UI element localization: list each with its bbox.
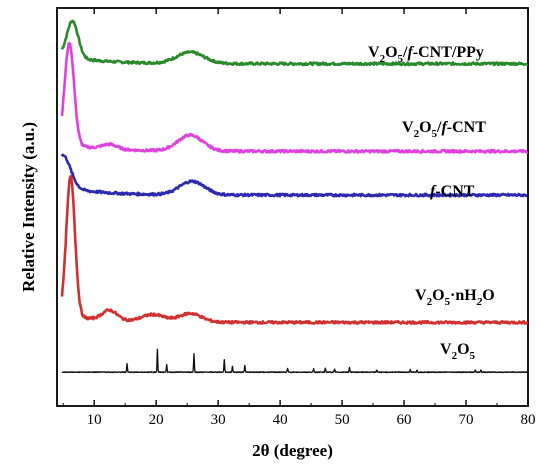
series-label-part: O [385,44,397,61]
series-label-part: 5 [432,128,438,140]
x-tick-label: 10 [87,412,102,428]
series-label-part: 2 [427,296,433,308]
series-label-part: O [482,287,494,304]
series-label-part: 2 [414,128,420,140]
plot-frame [56,7,529,407]
series-label-part: 5 [470,350,476,362]
series-label-part: f [441,119,448,136]
series-label-1: V2O5/f-CNT [402,119,486,140]
series-label-0: V2O5/f-CNT/PPy [368,44,484,65]
series-label-part: ·nH [450,287,477,304]
x-tick-label: 40 [273,412,288,428]
series-label-part: 2 [380,53,386,65]
x-tick-label: 50 [335,412,350,428]
x-tick-label: 80 [521,412,536,428]
series-label-part: f [430,183,437,200]
series-line-0 [60,19,529,67]
x-tick-label: 30 [211,412,226,428]
series-label-part: O [419,119,431,136]
series-label-3: V2O5·nH2O [415,287,495,308]
series-label-part: 5 [398,53,404,65]
series-line-3 [60,174,529,325]
series-label-part: V [440,341,452,358]
x-tick-label: 60 [397,412,412,428]
y-axis-label: Relative Intensity (a.u.) [19,122,38,292]
series-label-part: 5 [445,296,451,308]
series-label-part: O [457,341,469,358]
series-label-part: V [415,287,427,304]
x-tick-label: 70 [459,412,474,428]
series-label-part: 2 [452,350,458,362]
series-label-part: V [368,44,380,61]
series-label-2: f-CNT [430,183,475,200]
series-line-1 [60,41,529,154]
series-label-part: -CNT [435,183,474,200]
series-label-part: f [407,44,414,61]
series-label-part: -CNT [447,119,486,136]
series-label-part: 2 [476,296,483,308]
series-label-part: V [402,119,414,136]
x-tick-label: 20 [149,412,164,428]
series-line-4 [61,348,529,374]
x-axis-label: 2θ (degree) [252,441,333,460]
series-label-part: / [436,119,442,136]
plot-area: 10 20 30 40 50 60 70 80V2O5/f-CNT/PPyV2O5/f-CNT… [56,7,536,428]
series-label-part: O [432,287,444,304]
series-label-4: V2O5 [440,341,476,362]
series-line-2 [60,153,529,198]
series-label-part: -CNT/PPy [413,44,484,61]
series-label-part: / [402,44,408,61]
